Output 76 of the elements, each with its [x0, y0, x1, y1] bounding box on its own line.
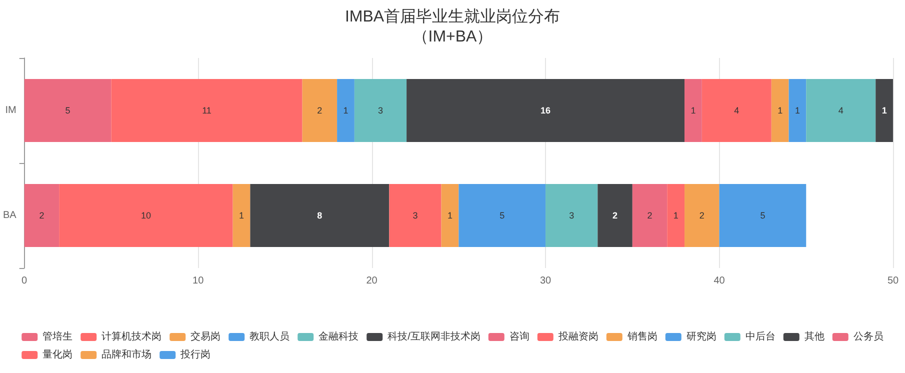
- legend-label: 交易岗: [190, 330, 221, 342]
- data-label: 1: [447, 210, 452, 220]
- bar: [232, 184, 250, 247]
- data-label: 5: [65, 106, 70, 116]
- bar: [702, 79, 772, 142]
- legend-label: 量化岗: [42, 348, 73, 360]
- data-label: 3: [412, 210, 418, 220]
- y-tick-label: BA: [2, 210, 17, 221]
- bar: [389, 184, 442, 247]
- bar: [111, 79, 302, 142]
- legend-label: 金融科技: [318, 330, 359, 342]
- data-label: 3: [569, 210, 574, 220]
- bar: [24, 184, 60, 247]
- data-label: 3: [378, 106, 383, 116]
- legend-label: 计算机技术岗: [102, 330, 162, 342]
- bar: [684, 79, 702, 142]
- bar: [771, 79, 789, 142]
- legend-label: 研究岗: [686, 330, 716, 342]
- data-label: 11: [202, 106, 212, 116]
- y-tick-label: IM: [5, 105, 16, 116]
- legend-label: 其他: [804, 330, 824, 342]
- data-label: 1: [673, 210, 678, 220]
- legend-label: 中后台: [745, 330, 776, 342]
- x-tick-label: 20: [366, 276, 378, 286]
- data-label: 1: [794, 106, 800, 116]
- bar: [59, 184, 233, 247]
- data-label: 4: [734, 106, 740, 116]
- data-label: 2: [612, 210, 618, 220]
- legend-label: 销售岗: [626, 330, 658, 342]
- legend-label: 投融资岗: [557, 330, 598, 342]
- bar: [684, 184, 720, 247]
- data-label: 1: [778, 106, 783, 116]
- legend-label: 投行岗: [180, 348, 211, 360]
- data-label: 8: [317, 210, 322, 220]
- chart-title: IMBA首届毕业生就业岗位分布: [344, 8, 560, 26]
- data-label: 2: [317, 106, 322, 116]
- data-label: 10: [140, 210, 151, 220]
- bar: [667, 184, 685, 247]
- legend-label: 教职人员: [250, 332, 290, 342]
- x-tick-label: 40: [714, 276, 726, 286]
- data-label: 2: [699, 210, 704, 220]
- data-label: 16: [540, 106, 551, 116]
- legend-label: 管培生: [42, 330, 73, 342]
- bar: [337, 79, 354, 142]
- x-tick-label: 0: [22, 276, 28, 286]
- chart-subtitle: （IM+BA）: [412, 28, 493, 46]
- data-label: 4: [838, 106, 844, 116]
- legend-label: 咨询: [509, 330, 530, 342]
- bar: [24, 79, 112, 142]
- data-label: 5: [500, 210, 505, 220]
- bar: [598, 184, 632, 247]
- bar: [441, 184, 459, 247]
- bar: [546, 184, 598, 247]
- x-tick-label: 50: [887, 276, 899, 286]
- data-label: 1: [343, 106, 348, 116]
- data-label: 2: [647, 210, 652, 220]
- bar: [250, 184, 390, 247]
- bar: [406, 79, 685, 142]
- bar: [806, 79, 876, 142]
- data-label: 1: [690, 106, 696, 116]
- bar: [876, 79, 893, 142]
- legend-label: 科技/互联网非技术岗: [388, 330, 480, 342]
- bar: [458, 184, 546, 247]
- bar: [632, 184, 668, 247]
- bar: [788, 79, 806, 142]
- legend-label: 品牌和市场: [102, 348, 152, 360]
- data-label: 5: [760, 210, 766, 220]
- x-tick-label: 10: [192, 276, 204, 286]
- bar: [354, 79, 407, 142]
- data-label: 1: [238, 210, 244, 220]
- data-label: 2: [39, 210, 44, 220]
- legend-label: 公务员: [853, 330, 884, 342]
- bar: [302, 79, 338, 142]
- data-label: 1: [882, 106, 887, 116]
- bar: [719, 184, 806, 247]
- x-tick-label: 30: [540, 276, 552, 286]
